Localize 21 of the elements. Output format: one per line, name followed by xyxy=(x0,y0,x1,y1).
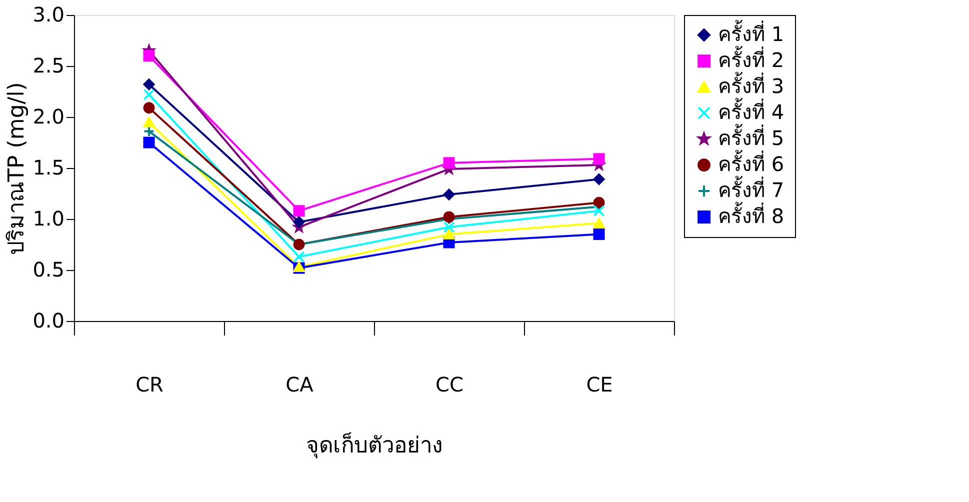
legend-label: ครั้งที่ 2 xyxy=(718,46,784,72)
y-axis-title: ปริมาณTP (mg/l) xyxy=(4,82,30,255)
y-tick-label: 2.5 xyxy=(32,54,64,78)
y-tick-label: 0.0 xyxy=(32,308,64,332)
y-tick-label: 3.0 xyxy=(32,2,64,26)
x-tick-label: CA xyxy=(286,372,314,396)
y-tick-label: 2.0 xyxy=(32,104,64,128)
x-tick-label: CE xyxy=(586,372,613,396)
x-tick-label: CC xyxy=(436,372,464,396)
y-tick-label: 1.5 xyxy=(32,156,64,180)
x-tick-label: CR xyxy=(136,372,164,396)
legend-label: ครั้งที่ 5 xyxy=(718,124,784,150)
legend-label: ครั้งที่ 4 xyxy=(718,98,784,124)
legend-label: ครั้งที่ 3 xyxy=(718,72,784,98)
y-tick-label: 1.0 xyxy=(32,206,64,230)
y-tick-label: 0.5 xyxy=(32,258,64,282)
legend-label: ครั้งที่ 6 xyxy=(718,150,784,176)
legend-label: ครั้งที่ 8 xyxy=(718,202,784,228)
legend-label: ครั้งที่ 1 xyxy=(718,20,784,46)
legend-label: ครั้งที่ 7 xyxy=(718,176,784,202)
x-axis-title: จุดเก็บตัวอย่าง xyxy=(306,430,443,458)
